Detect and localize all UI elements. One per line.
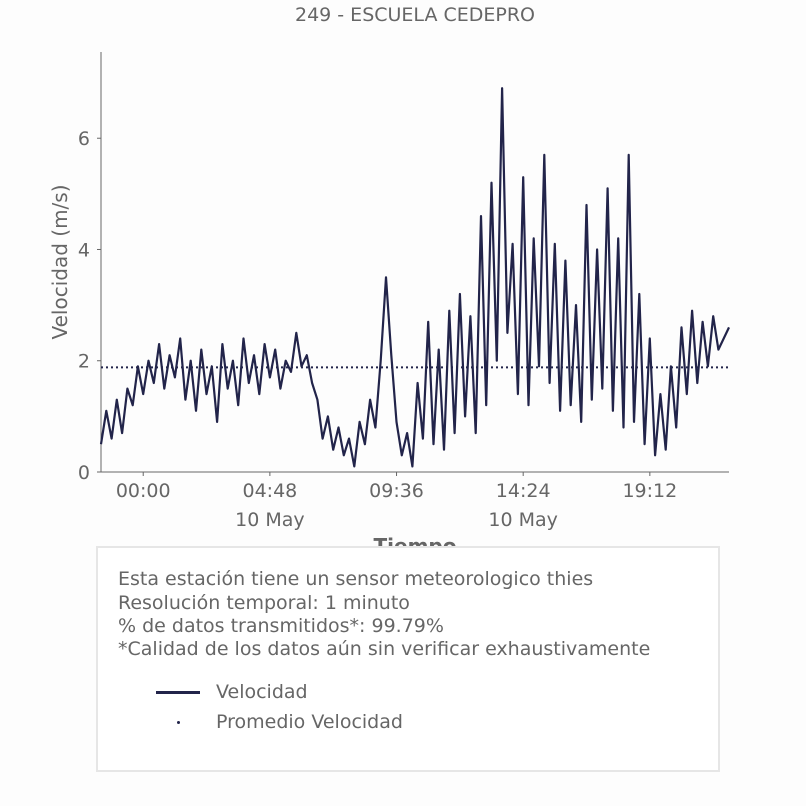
info-quality-text: *Calidad de los datos aún sin verificar … [118, 638, 651, 660]
y-tick-label: 6 [78, 128, 90, 150]
x-tick-label: 09:36 [369, 480, 424, 502]
velocidad-series-line [99, 87, 730, 468]
y-tick-label: 2 [78, 351, 90, 373]
info-sensor-text: Esta estación tiene un sensor meteorolog… [118, 568, 594, 590]
chart-title: 249 - ESCUELA CEDEPRO [295, 4, 535, 26]
legend-line-swatch [156, 691, 200, 694]
y-axis-label: Velocidad (m/s) [48, 184, 72, 339]
y-tick-label: 4 [78, 239, 90, 261]
legend-label-velocidad: Velocidad [216, 681, 308, 703]
plot-area: 0 2 4 6 00:00 04:48 10 May 09:36 14:24 10 May 19:1… [78, 52, 730, 531]
x-tick-date-label: 10 May [235, 509, 305, 531]
x-tick-label: 19:12 [622, 480, 677, 502]
y-tick-label: 0 [78, 462, 90, 484]
x-tick-label: 00:00 [116, 480, 171, 502]
info-transmitted-text: % de datos transmitidos*: 99.79% [118, 615, 444, 637]
legend-dot-swatch [177, 721, 180, 724]
legend-label-promedio: Promedio Velocidad [216, 711, 403, 733]
info-box: Esta estación tiene un sensor meteorolog… [96, 546, 720, 772]
x-tick-date-label: 10 May [488, 509, 558, 531]
x-tick-label: 04:48 [242, 480, 297, 502]
info-resolution-text: Resolución temporal: 1 minuto [118, 592, 410, 614]
x-tick-label: 14:24 [496, 480, 551, 502]
